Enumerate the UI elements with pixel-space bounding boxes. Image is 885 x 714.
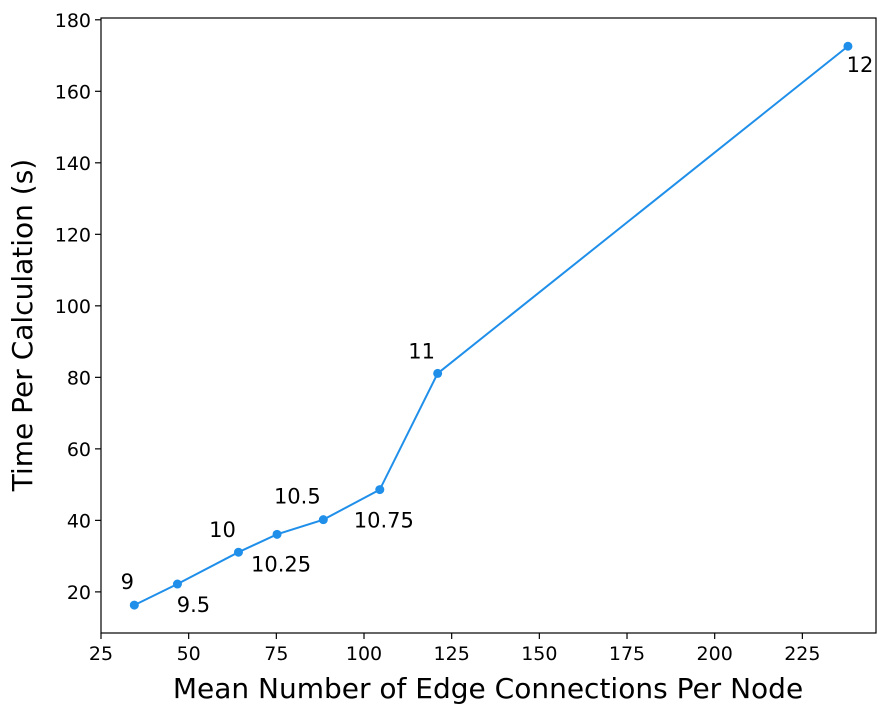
x-tick-label-0: 25 (89, 643, 113, 665)
point-label-1: 9.5 (177, 593, 210, 617)
point-label-3: 10.25 (251, 552, 311, 576)
y-tick-label-2: 60 (67, 439, 91, 461)
point-label-7: 12 (847, 53, 874, 77)
x-tick-label-5: 150 (521, 643, 557, 665)
point-label-5: 10.75 (354, 509, 414, 533)
data-points (129, 41, 853, 610)
x-axis-title: Mean Number of Edge Connections Per Node (173, 672, 803, 705)
x-tick-label-2: 75 (264, 643, 288, 665)
y-axis-title: Time Per Calculation (s) (6, 159, 39, 493)
x-tick-label-3: 100 (346, 643, 382, 665)
point-label-4: 10.5 (274, 485, 321, 509)
data-point-7 (843, 41, 853, 51)
y-tick-label-8: 180 (55, 10, 91, 32)
y-axis: 20 40 60 80 100 120 140 160 180 (55, 10, 101, 604)
data-point-4 (318, 515, 328, 525)
data-point-1 (172, 579, 182, 589)
point-label-0: 9 (121, 570, 134, 594)
data-point-2 (233, 547, 243, 557)
y-tick-label-6: 140 (55, 153, 91, 175)
data-point-3 (272, 529, 282, 539)
point-labels: 9 9.5 10 10.25 10.5 10.75 11 12 (121, 53, 874, 617)
x-tick-label-1: 50 (177, 643, 201, 665)
y-tick-label-1: 40 (67, 510, 91, 532)
x-tick-label-6: 175 (609, 643, 645, 665)
data-point-5 (375, 485, 385, 495)
y-tick-label-7: 160 (55, 81, 91, 103)
x-tick-label-4: 125 (434, 643, 470, 665)
plot-area (100, 17, 877, 634)
point-label-2: 10 (209, 518, 236, 542)
y-tick-label-0: 20 (67, 582, 91, 604)
x-axis: 25 50 75 100 125 150 175 200 225 (89, 633, 820, 665)
y-tick-label-3: 80 (67, 367, 91, 389)
data-point-6 (433, 368, 443, 378)
series-line (133, 45, 849, 607)
y-tick-label-4: 100 (55, 296, 91, 318)
x-tick-label-8: 225 (784, 643, 820, 665)
point-label-6: 11 (408, 339, 435, 363)
x-tick-label-7: 200 (697, 643, 733, 665)
data-point-0 (129, 600, 139, 610)
y-tick-label-5: 120 (55, 224, 91, 246)
